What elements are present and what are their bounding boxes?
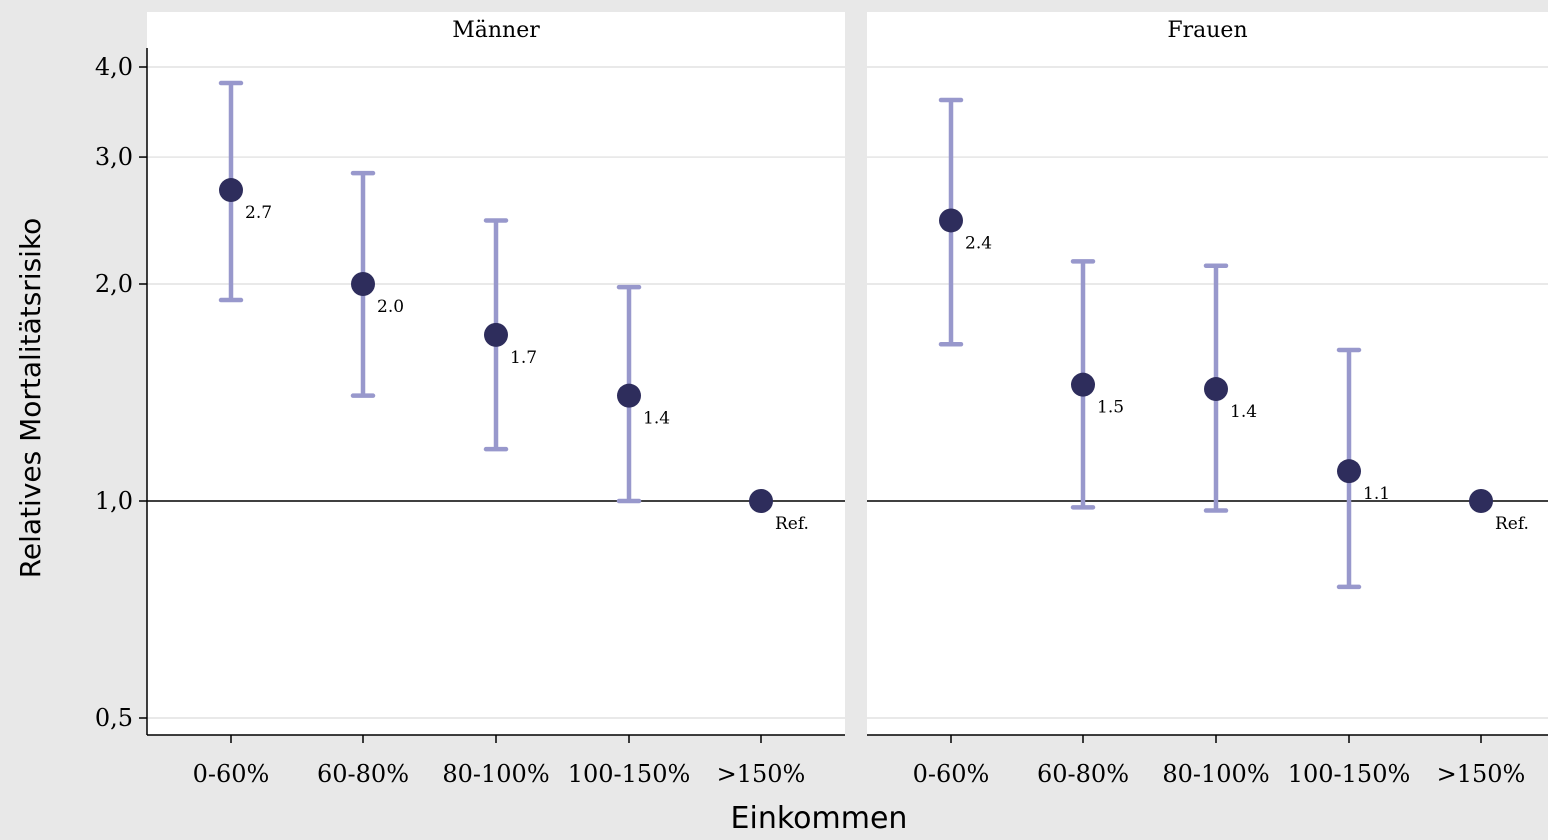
- data-point: [749, 489, 773, 513]
- data-point: [1204, 377, 1228, 402]
- data-point: [1071, 372, 1095, 397]
- x-tick-label: 100-150%: [568, 760, 691, 788]
- panel-strip-bg: [147, 12, 845, 48]
- x-tick-label: >150%: [717, 760, 806, 788]
- data-point: [351, 272, 375, 296]
- point-label: 1.7: [510, 348, 537, 368]
- point-label: Ref.: [1495, 514, 1529, 534]
- panel-title: Männer: [452, 18, 540, 43]
- panel-strip-bg: [867, 12, 1548, 48]
- y-tick-label: 3,0: [95, 143, 133, 171]
- point-label: 2.4: [965, 233, 992, 253]
- y-tick-label: 0,5: [95, 704, 133, 732]
- x-tick-label: 0-60%: [193, 760, 270, 788]
- x-tick-label: 0-60%: [913, 760, 990, 788]
- point-label: 1.4: [643, 409, 670, 429]
- panel-title: Frauen: [1167, 18, 1247, 43]
- x-tick-label: 60-80%: [317, 760, 409, 788]
- point-label: Ref.: [775, 514, 809, 534]
- x-axis-title: Einkommen: [731, 801, 908, 836]
- data-point: [484, 322, 508, 347]
- x-tick-label: 100-150%: [1288, 760, 1411, 788]
- data-point: [1469, 489, 1493, 513]
- data-point: [219, 178, 243, 203]
- point-label: 1.5: [1097, 398, 1124, 418]
- point-label: 2.7: [245, 203, 272, 223]
- data-point: [617, 383, 641, 408]
- point-label: 1.1: [1363, 484, 1390, 504]
- x-tick-label: 80-100%: [1162, 760, 1269, 788]
- x-tick-label: 60-80%: [1037, 760, 1129, 788]
- y-tick-label: 1,0: [95, 487, 133, 515]
- data-point: [939, 208, 963, 233]
- x-tick-label: 80-100%: [442, 760, 549, 788]
- point-label: 1.4: [1230, 402, 1257, 422]
- y-axis-title: Relatives Mortalitätsrisiko: [14, 218, 47, 579]
- y-tick-label: 2,0: [95, 270, 133, 298]
- data-point: [1337, 459, 1361, 484]
- point-label: 2.0: [377, 297, 404, 317]
- y-tick-label: 4,0: [95, 53, 133, 81]
- x-tick-label: >150%: [1437, 760, 1526, 788]
